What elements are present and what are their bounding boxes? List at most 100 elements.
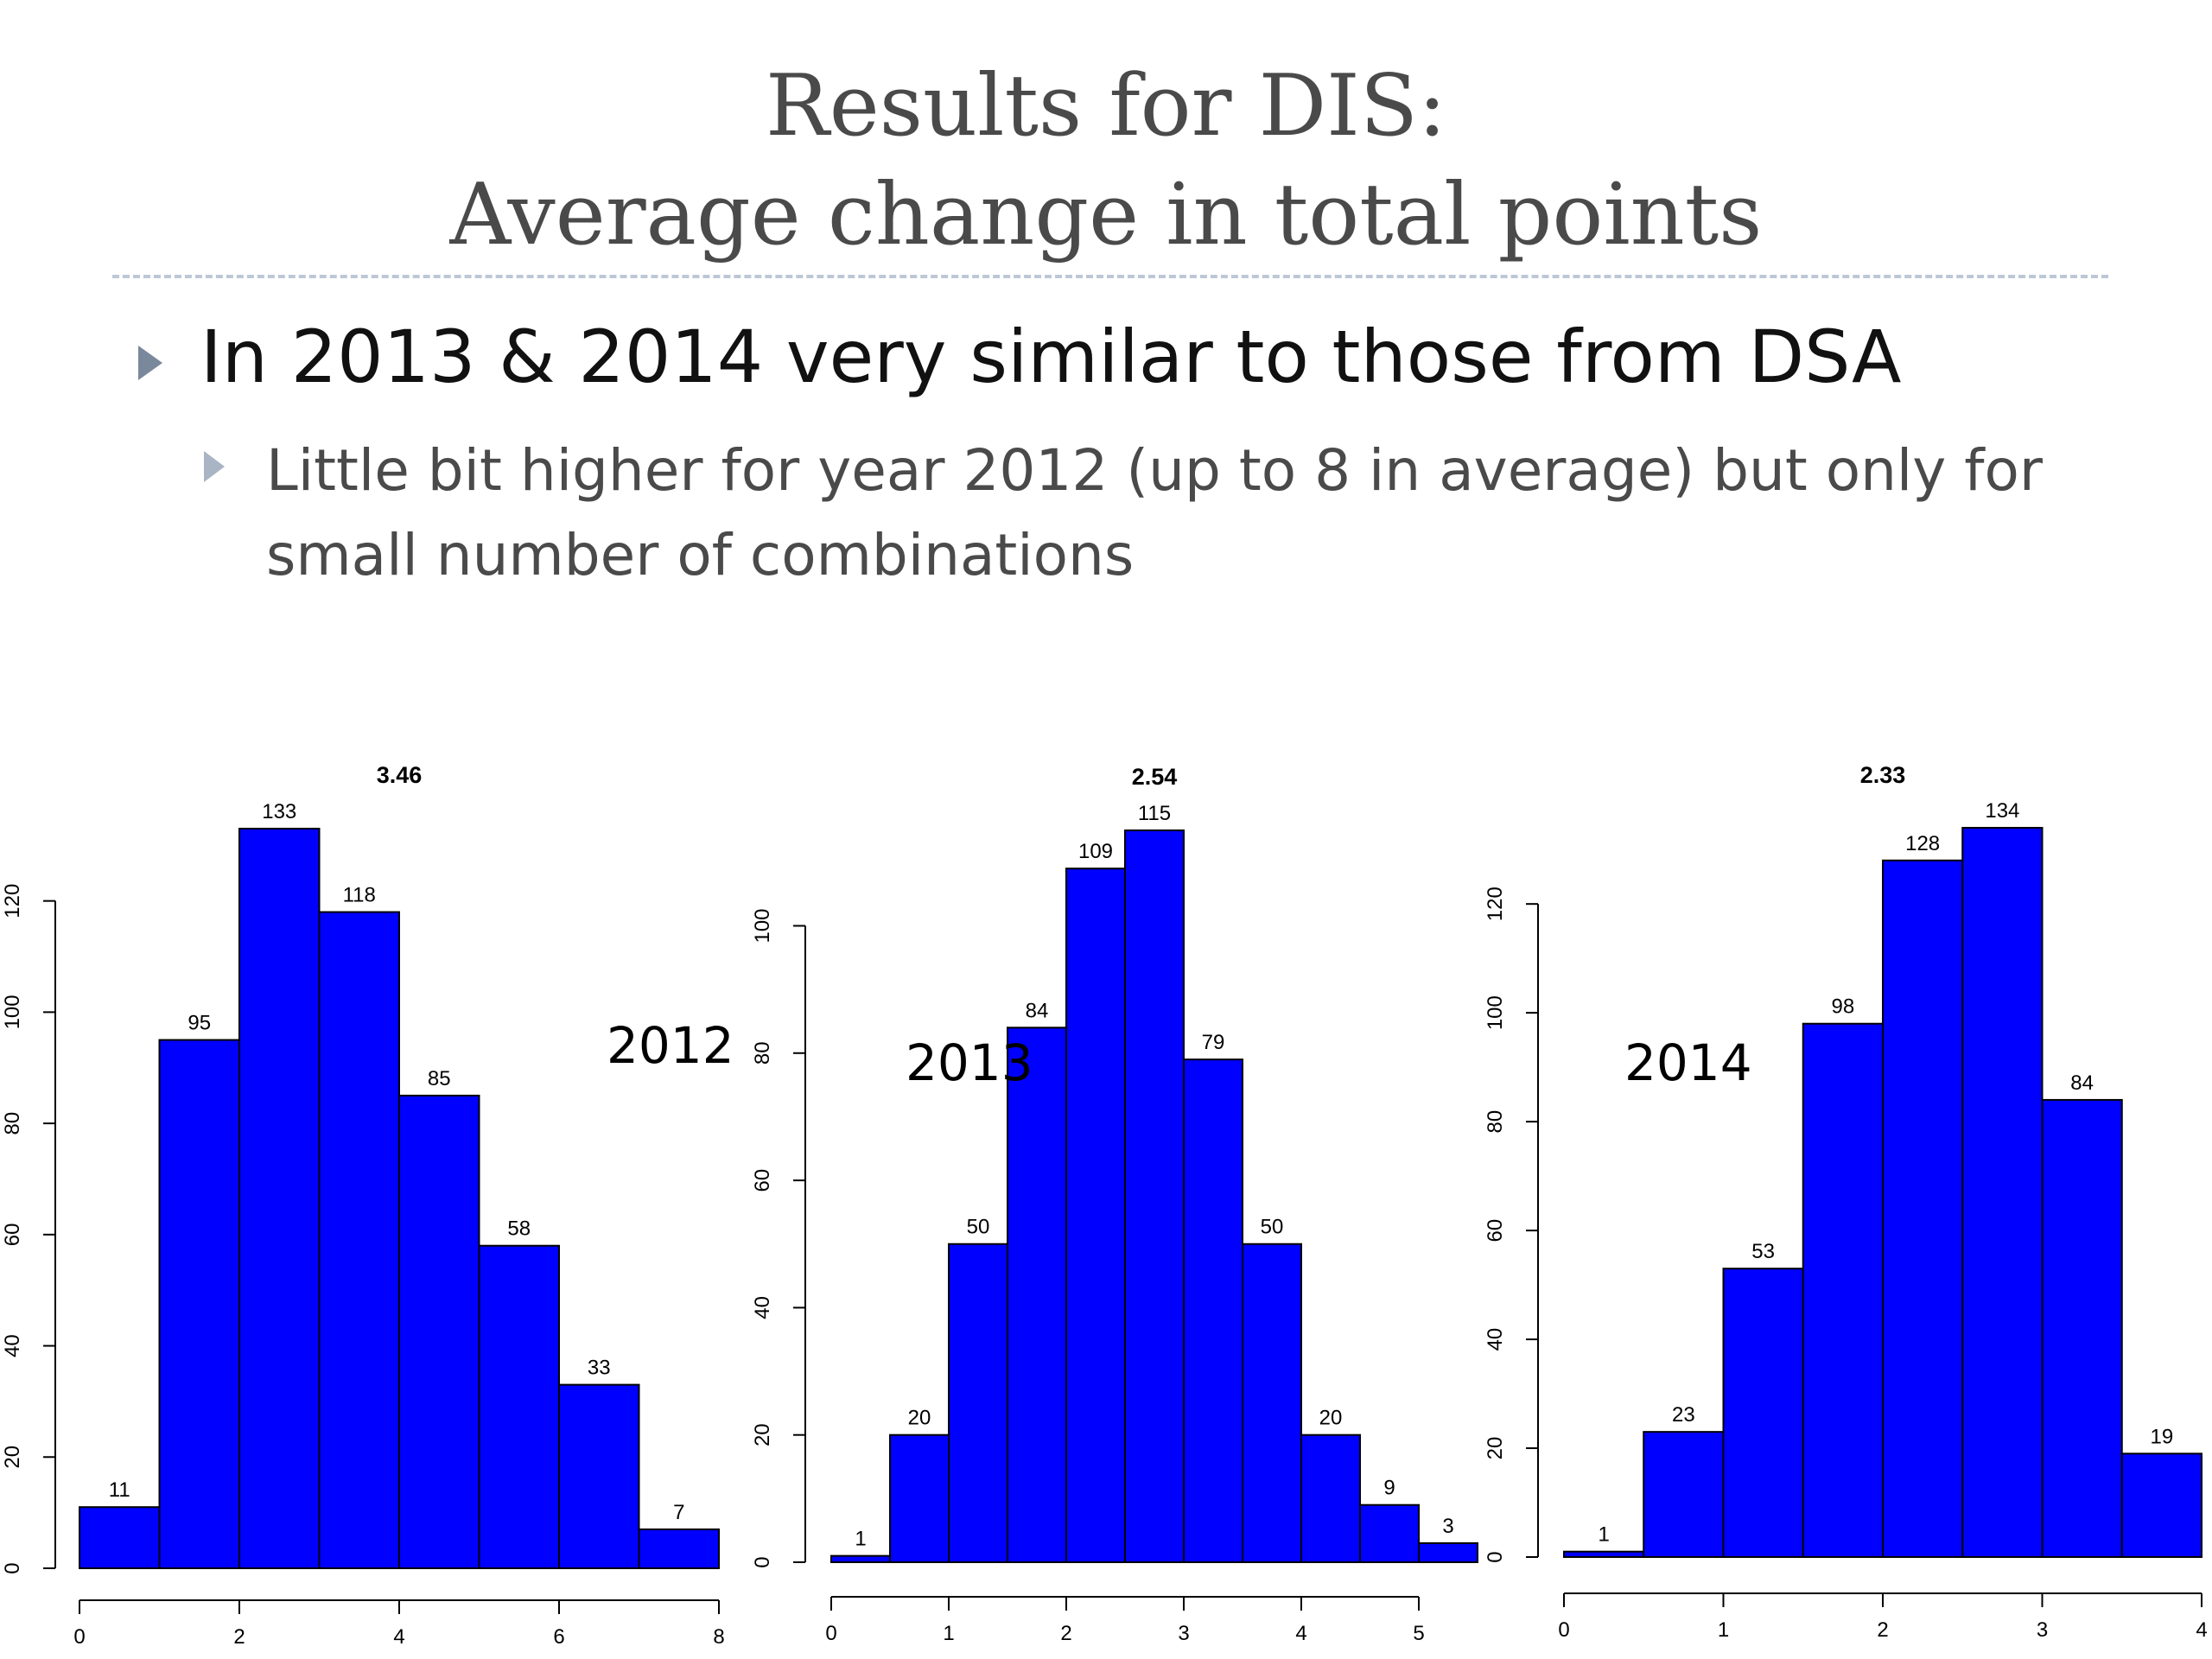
x-tick-label: 3 bbox=[1178, 1622, 1189, 1645]
chart-title: 2.33 bbox=[1860, 762, 1906, 788]
histogram-bar bbox=[238, 828, 321, 1569]
y-tick-label: 80 bbox=[751, 1041, 774, 1065]
slide-title: Results for DIS: Average change in total… bbox=[0, 52, 2212, 270]
bullet-1-text: In 2013 & 2014 very similar to those fro… bbox=[200, 315, 1902, 399]
y-tick-label: 0 bbox=[751, 1556, 774, 1567]
x-tick-label: 4 bbox=[393, 1625, 404, 1649]
histogram-bar bbox=[1643, 1431, 1725, 1559]
y-tick-label: 120 bbox=[1, 884, 24, 918]
histogram-bar bbox=[889, 1433, 950, 1564]
bar-count-label: 109 bbox=[1078, 840, 1113, 863]
bar-count-label: 58 bbox=[507, 1217, 531, 1241]
bar-count-label: 98 bbox=[1832, 995, 1855, 1019]
histogram-bar bbox=[1722, 1268, 1804, 1558]
histogram-bar bbox=[1183, 1058, 1243, 1563]
histogram-bar bbox=[948, 1243, 1008, 1563]
chart-title: 3.46 bbox=[377, 762, 423, 788]
y-tick-label: 40 bbox=[1, 1334, 24, 1357]
histogram-bar bbox=[1242, 1243, 1302, 1563]
y-tick-label: 100 bbox=[1484, 995, 1507, 1030]
x-tick-label: 8 bbox=[713, 1625, 724, 1649]
x-tick-label: 0 bbox=[825, 1622, 836, 1645]
x-tick-label: 2 bbox=[233, 1625, 245, 1649]
y-tick-label: 20 bbox=[1484, 1437, 1507, 1460]
bar-count-label: 33 bbox=[588, 1357, 611, 1380]
x-tick-label: 0 bbox=[1558, 1618, 1569, 1642]
bar-count-label: 133 bbox=[262, 800, 296, 823]
y-tick-label: 60 bbox=[751, 1169, 774, 1192]
histogram-bar bbox=[318, 911, 400, 1569]
histogram-bar bbox=[1961, 827, 2044, 1558]
bar-count-label: 84 bbox=[1026, 999, 1049, 1022]
bar-count-label: 53 bbox=[1751, 1240, 1775, 1263]
y-tick-label: 100 bbox=[751, 908, 774, 943]
histogram-bar bbox=[1300, 1433, 1361, 1564]
x-tick-label: 5 bbox=[1413, 1622, 1424, 1645]
title-line-2: Average change in total points bbox=[449, 166, 1763, 264]
histogram-bar bbox=[558, 1383, 640, 1569]
bar-count-label: 11 bbox=[109, 1478, 130, 1502]
bar-count-label: 134 bbox=[1985, 799, 2019, 823]
x-tick-label: 0 bbox=[73, 1625, 85, 1649]
bar-count-label: 7 bbox=[673, 1501, 684, 1524]
year-annotation: 2013 bbox=[906, 1033, 1033, 1092]
x-tick-label: 6 bbox=[553, 1625, 564, 1649]
y-tick-label: 80 bbox=[1, 1112, 24, 1135]
histogram-bar bbox=[1007, 1027, 1067, 1564]
x-tick-label: 3 bbox=[2037, 1618, 2048, 1642]
histogram-bar bbox=[1359, 1503, 1420, 1564]
bar-count-label: 128 bbox=[1905, 832, 1940, 855]
chart-title: 2.54 bbox=[1132, 764, 1178, 790]
bullet-2: Little bit higher for year 2012 (up to 8… bbox=[204, 429, 2131, 598]
histogram-bar bbox=[158, 1039, 240, 1570]
bar-count-label: 23 bbox=[1672, 1403, 1695, 1427]
bar-count-label: 95 bbox=[188, 1012, 211, 1035]
triangle-subbullet-icon bbox=[204, 429, 266, 482]
bullet-1: In 2013 & 2014 very similar to those fro… bbox=[138, 309, 1901, 404]
histogram-bar bbox=[398, 1094, 480, 1570]
x-tick-label: 4 bbox=[1295, 1622, 1306, 1645]
bar-count-label: 3 bbox=[1442, 1515, 1453, 1538]
bar-count-label: 85 bbox=[428, 1067, 451, 1090]
bar-count-label: 1 bbox=[1598, 1523, 1609, 1547]
histogram-2013: 1205084109115795020932.54201302040608010… bbox=[751, 764, 1478, 1645]
bar-count-label: 118 bbox=[343, 884, 376, 907]
y-tick-label: 0 bbox=[1484, 1551, 1507, 1562]
bar-count-label: 20 bbox=[908, 1407, 931, 1430]
bar-count-label: 84 bbox=[2070, 1071, 2094, 1095]
x-tick-label: 1 bbox=[1718, 1618, 1729, 1642]
title-divider bbox=[112, 275, 2108, 278]
histogram-bar bbox=[1802, 1022, 1884, 1558]
y-tick-label: 60 bbox=[1484, 1219, 1507, 1243]
histogram-bar bbox=[1065, 868, 1126, 1564]
y-tick-label: 20 bbox=[751, 1423, 774, 1446]
histogram-bar bbox=[1124, 830, 1185, 1563]
y-tick-label: 0 bbox=[1, 1562, 24, 1573]
histogram-bar bbox=[830, 1554, 891, 1563]
y-tick-label: 120 bbox=[1484, 887, 1507, 921]
x-tick-label: 1 bbox=[943, 1622, 954, 1645]
histogram-bar bbox=[2041, 1098, 2123, 1559]
bar-count-label: 19 bbox=[2151, 1425, 2174, 1448]
histogram-panel: 119513311885583373.462012020406080100120… bbox=[1, 762, 2208, 1649]
title-line-1: Results for DIS: bbox=[765, 57, 1447, 156]
x-tick-label: 2 bbox=[1060, 1622, 1071, 1645]
bar-count-label: 9 bbox=[1383, 1477, 1395, 1500]
histogram-bar bbox=[1882, 859, 1964, 1559]
histogram-2014: 123539812813484192.332014020406080100120… bbox=[1484, 762, 2208, 1642]
year-annotation: 2012 bbox=[607, 1016, 734, 1075]
histogram-2012: 119513311885583373.462012020406080100120… bbox=[1, 762, 734, 1649]
histogram-bar bbox=[1563, 1550, 1645, 1558]
year-annotation: 2014 bbox=[1624, 1033, 1752, 1092]
bar-count-label: 115 bbox=[1138, 802, 1171, 825]
histogram-bar bbox=[1418, 1541, 1478, 1564]
triangle-bullet-icon bbox=[138, 309, 200, 380]
bar-count-label: 20 bbox=[1319, 1407, 1343, 1430]
bar-count-label: 79 bbox=[1202, 1031, 1225, 1054]
bar-count-label: 50 bbox=[1261, 1216, 1284, 1239]
histogram-bar bbox=[638, 1528, 720, 1570]
bullet-2-text: Little bit higher for year 2012 (up to 8… bbox=[266, 437, 2044, 588]
histogram-bar bbox=[2120, 1452, 2202, 1559]
y-tick-label: 60 bbox=[1, 1223, 24, 1246]
x-tick-label: 4 bbox=[2196, 1618, 2207, 1642]
